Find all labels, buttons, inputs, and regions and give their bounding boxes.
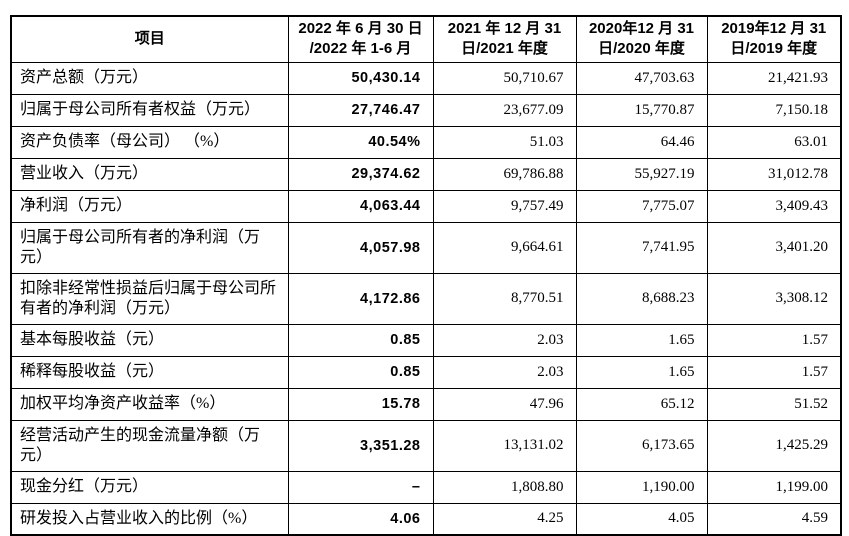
- column-header-2022: 2022 年 6 月 30 日 /2022 年 1-6 月: [287, 15, 434, 63]
- table-row: 归属于母公司所有者的净利润（万元） 4,057.98 9,664.61 7,741.9…: [10, 221, 842, 274]
- cell-value: 8,770.51: [432, 272, 577, 325]
- cell-value: 50,710.67: [432, 61, 577, 95]
- row-label: 扣除非经常性损益后归属于母公司所有者的净利润（万元）: [10, 272, 289, 325]
- cell-value: 1.65: [575, 323, 708, 357]
- cell-value: 55,927.19: [575, 157, 708, 191]
- cell-value: 47,703.63: [575, 61, 708, 95]
- cell-value: 4.25: [432, 502, 577, 536]
- cell-value: –: [287, 470, 434, 504]
- table-header: 项目 2022 年 6 月 30 日 /2022 年 1-6 月 2021 年 …: [10, 15, 842, 63]
- cell-value: 29,374.62: [287, 157, 434, 191]
- cell-value: 0.85: [287, 323, 434, 357]
- cell-value: 27,746.47: [287, 93, 434, 127]
- cell-value: 65.12: [575, 387, 708, 421]
- cell-value: 51.52: [706, 387, 842, 421]
- row-label: 加权平均净资产收益率（%）: [10, 387, 289, 421]
- cell-value: 23,677.09: [432, 93, 577, 127]
- financial-summary-table-wrapper: 项目 2022 年 6 月 30 日 /2022 年 1-6 月 2021 年 …: [10, 15, 842, 536]
- table-row: 净利润（万元） 4,063.44 9,757.49 7,775.07 3,409.43: [10, 189, 842, 223]
- cell-value: 15,770.87: [575, 93, 708, 127]
- table-row: 营业收入（万元） 29,374.62 69,786.88 55,927.19 31,01…: [10, 157, 842, 191]
- table-row: 资产负债率（母公司） （%） 40.54% 51.03 64.46 63.01: [10, 125, 842, 159]
- cell-value: 21,421.93: [706, 61, 842, 95]
- column-header-2019: 2019年12 月 31 日/2019 年度: [706, 15, 842, 63]
- cell-value: 31,012.78: [706, 157, 842, 191]
- cell-value: 13,131.02: [432, 419, 577, 472]
- table-row: 扣除非经常性损益后归属于母公司所有者的净利润（万元） 4,172.86 8,770.…: [10, 272, 842, 325]
- table-row: 研发投入占营业收入的比例（%） 4.06 4.25 4.05 4.59: [10, 502, 842, 536]
- row-label: 经营活动产生的现金流量净额（万元）: [10, 419, 289, 472]
- table-row: 加权平均净资产收益率（%） 15.78 47.96 65.12 51.52: [10, 387, 842, 421]
- row-label: 基本每股收益（元）: [10, 323, 289, 357]
- cell-value: 3,351.28: [287, 419, 434, 472]
- table-row: 基本每股收益（元） 0.85 2.03 1.65 1.57: [10, 323, 842, 357]
- column-header-item: 项目: [10, 15, 289, 63]
- cell-value: 3,308.12: [706, 272, 842, 325]
- table-row: 归属于母公司所有者权益（万元） 27,746.47 23,677.09 15,770.…: [10, 93, 842, 127]
- cell-value: 3,401.20: [706, 221, 842, 274]
- cell-value: 8,688.23: [575, 272, 708, 325]
- row-label: 资产总额（万元）: [10, 61, 289, 95]
- cell-value: 63.01: [706, 125, 842, 159]
- cell-value: 50,430.14: [287, 61, 434, 95]
- row-label: 归属于母公司所有者权益（万元）: [10, 93, 289, 127]
- cell-value: 7,775.07: [575, 189, 708, 223]
- cell-value: 4.06: [287, 502, 434, 536]
- row-label: 资产负债率（母公司） （%）: [10, 125, 289, 159]
- row-label: 净利润（万元）: [10, 189, 289, 223]
- cell-value: 6,173.65: [575, 419, 708, 472]
- cell-value: 1.57: [706, 323, 842, 357]
- cell-value: 1,425.29: [706, 419, 842, 472]
- cell-value: 1,808.80: [432, 470, 577, 504]
- cell-value: 15.78: [287, 387, 434, 421]
- cell-value: 4,172.86: [287, 272, 434, 325]
- table-row: 资产总额（万元） 50,430.14 50,710.67 47,703.63 21,42…: [10, 61, 842, 95]
- column-header-2021: 2021 年 12 月 31 日/2021 年度: [432, 15, 577, 63]
- header-row: 项目 2022 年 6 月 30 日 /2022 年 1-6 月 2021 年 …: [10, 15, 842, 63]
- cell-value: 4.05: [575, 502, 708, 536]
- cell-value: 2.03: [432, 323, 577, 357]
- cell-value: 1,199.00: [706, 470, 842, 504]
- cell-value: 64.46: [575, 125, 708, 159]
- table-body: 资产总额（万元） 50,430.14 50,710.67 47,703.63 21,42…: [10, 61, 842, 536]
- table-row: 经营活动产生的现金流量净额（万元） 3,351.28 13,131.02 6,173.…: [10, 419, 842, 472]
- cell-value: 3,409.43: [706, 189, 842, 223]
- cell-value: 51.03: [432, 125, 577, 159]
- cell-value: 40.54%: [287, 125, 434, 159]
- cell-value: 4,057.98: [287, 221, 434, 274]
- cell-value: 47.96: [432, 387, 577, 421]
- row-label: 营业收入（万元）: [10, 157, 289, 191]
- cell-value: 9,664.61: [432, 221, 577, 274]
- cell-value: 1.57: [706, 355, 842, 389]
- cell-value: 2.03: [432, 355, 577, 389]
- table-row: 现金分红（万元） –1,808.80 1,190.00 1,199.00: [10, 470, 842, 504]
- table-row: 稀释每股收益（元） 0.85 2.03 1.65 1.57: [10, 355, 842, 389]
- column-header-2020: 2020年12 月 31 日/2020 年度: [575, 15, 708, 63]
- cell-value: 1,190.00: [575, 470, 708, 504]
- row-label: 归属于母公司所有者的净利润（万元）: [10, 221, 289, 274]
- cell-value: 4,063.44: [287, 189, 434, 223]
- financial-summary-table: 项目 2022 年 6 月 30 日 /2022 年 1-6 月 2021 年 …: [10, 15, 842, 536]
- cell-value: 7,741.95: [575, 221, 708, 274]
- row-label: 现金分红（万元）: [10, 470, 289, 504]
- row-label: 研发投入占营业收入的比例（%）: [10, 502, 289, 536]
- cell-value: 1.65: [575, 355, 708, 389]
- cell-value: 7,150.18: [706, 93, 842, 127]
- cell-value: 0.85: [287, 355, 434, 389]
- cell-value: 69,786.88: [432, 157, 577, 191]
- cell-value: 4.59: [706, 502, 842, 536]
- cell-value: 9,757.49: [432, 189, 577, 223]
- row-label: 稀释每股收益（元）: [10, 355, 289, 389]
